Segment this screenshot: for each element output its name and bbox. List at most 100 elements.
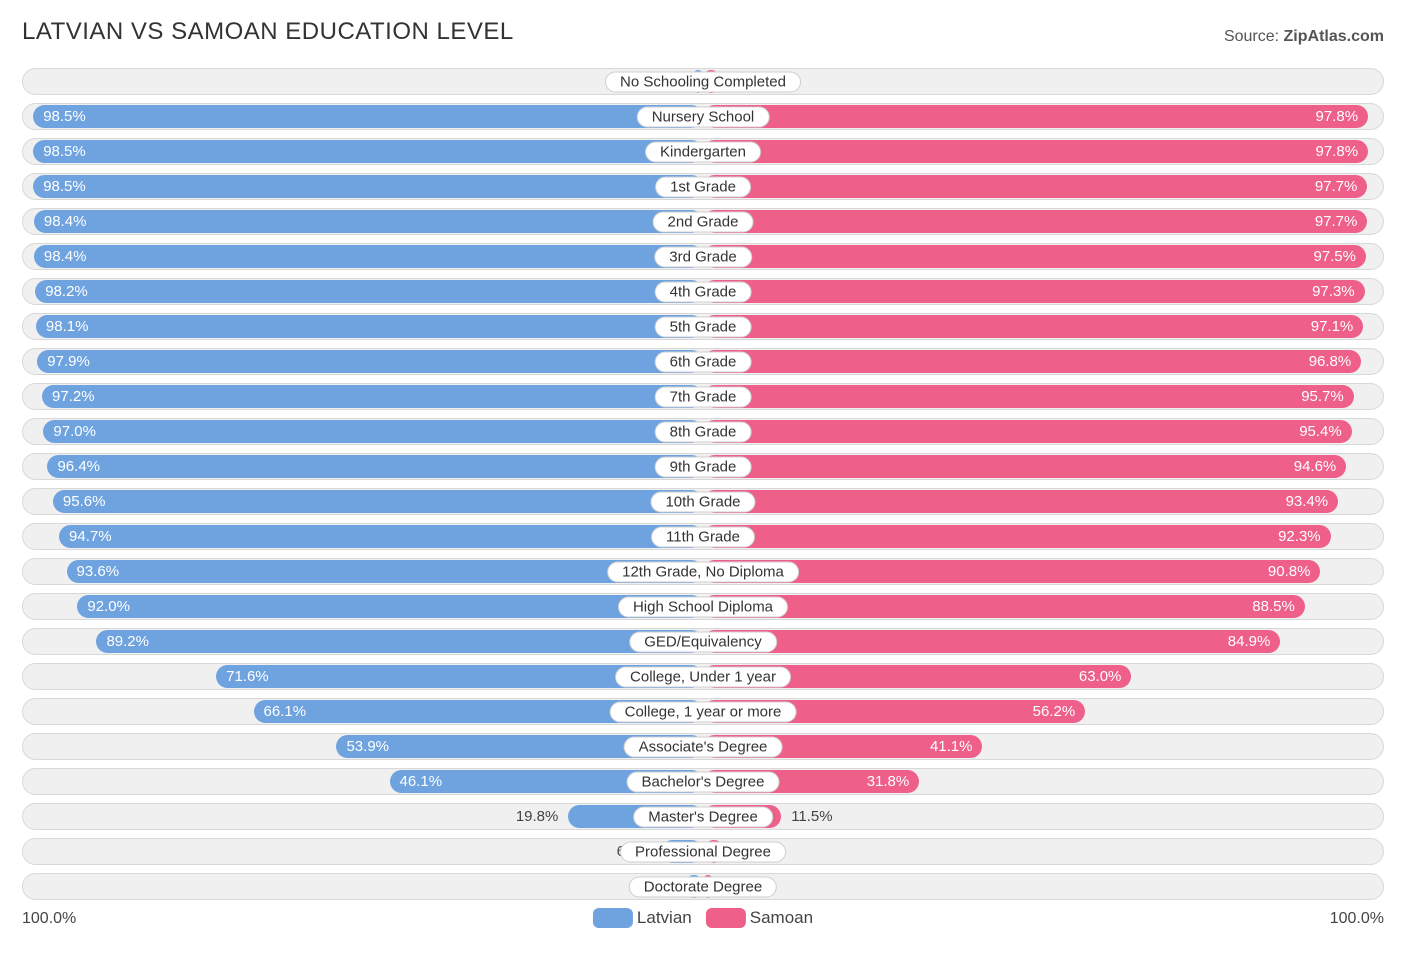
category-label: 9th Grade xyxy=(655,456,752,477)
bar-right xyxy=(703,490,1338,513)
chart-row: 97.0% 95.4% 8th Grade xyxy=(22,418,1384,445)
chart-row: 98.4%97.5%3rd Grade xyxy=(22,243,1384,270)
value-right: 63.0% xyxy=(1069,664,1132,689)
butterfly-chart: 1.5%2.3%No Schooling Completed98.5%97.8%… xyxy=(22,68,1384,900)
value-left: 98.1% xyxy=(36,314,99,339)
bar-right xyxy=(703,105,1368,128)
chart-row: 93.6%90.8%12th Grade, No Diploma xyxy=(22,558,1384,585)
value-left: 46.1% xyxy=(390,769,453,794)
bar-left xyxy=(96,630,703,653)
chart-row: 46.1%31.8%Bachelor's Degree xyxy=(22,768,1384,795)
category-label: 3rd Grade xyxy=(654,246,752,267)
bar-right xyxy=(703,280,1365,303)
bar-right xyxy=(703,420,1352,443)
chart-source: Source: ZipAtlas.com xyxy=(1224,28,1384,46)
chart-row: 98.1% 97.1% 5th Grade xyxy=(22,313,1384,340)
value-right: 94.6% xyxy=(1284,454,1347,479)
chart-row: 92.0%88.5%High School Diploma xyxy=(22,593,1384,620)
value-right: 31.8% xyxy=(857,769,920,794)
category-label: 4th Grade xyxy=(655,281,752,302)
bar-right xyxy=(703,385,1354,408)
bar-left xyxy=(36,315,703,338)
chart-row: 89.2% 84.9% GED/Equivalency xyxy=(22,628,1384,655)
source-value: ZipAtlas.com xyxy=(1284,28,1384,45)
chart-row: 6.2%3.3%Professional Degree xyxy=(22,838,1384,865)
value-left: 89.2% xyxy=(96,629,159,654)
bar-right xyxy=(703,210,1367,233)
value-right: 11.5% xyxy=(781,804,842,829)
bar-left xyxy=(42,385,703,408)
value-right: 97.1% xyxy=(1301,314,1364,339)
value-left: 97.2% xyxy=(42,384,105,409)
chart-row: 53.9%41.1%Associate's Degree xyxy=(22,733,1384,760)
value-right: 95.4% xyxy=(1289,419,1352,444)
source-label: Source: xyxy=(1224,28,1279,45)
bar-right xyxy=(703,175,1367,198)
category-label: Doctorate Degree xyxy=(629,876,777,897)
value-right: 97.7% xyxy=(1305,209,1368,234)
category-label: GED/Equivalency xyxy=(629,631,777,652)
legend-item-right: Samoan xyxy=(706,908,813,928)
value-right: 97.3% xyxy=(1302,279,1365,304)
bar-left xyxy=(35,280,703,303)
category-label: No Schooling Completed xyxy=(605,71,801,92)
legend-label-right: Samoan xyxy=(750,908,813,928)
chart-header: LATVIAN VS SAMOAN EDUCATION LEVEL Source… xyxy=(22,18,1384,46)
category-label: 5th Grade xyxy=(655,316,752,337)
value-left: 53.9% xyxy=(336,734,399,759)
chart-row: 96.4% 94.6% 9th Grade xyxy=(22,453,1384,480)
value-left: 97.0% xyxy=(43,419,106,444)
value-right: 84.9% xyxy=(1218,629,1281,654)
value-left: 96.4% xyxy=(47,454,110,479)
value-right: 93.4% xyxy=(1276,489,1339,514)
category-label: Kindergarten xyxy=(645,141,761,162)
chart-title: LATVIAN VS SAMOAN EDUCATION LEVEL xyxy=(22,18,514,46)
value-left: 98.5% xyxy=(33,104,96,129)
value-left: 98.2% xyxy=(35,279,98,304)
category-label: 1st Grade xyxy=(655,176,751,197)
bar-left xyxy=(37,350,703,373)
bar-left xyxy=(33,140,703,163)
bar-right xyxy=(703,595,1305,618)
value-left: 92.0% xyxy=(77,594,140,619)
category-label: 7th Grade xyxy=(655,386,752,407)
bar-left xyxy=(59,525,703,548)
value-left: 97.9% xyxy=(37,349,100,374)
value-left: 19.8% xyxy=(506,804,569,829)
chart-legend: Latvian Samoan xyxy=(593,908,813,928)
axis-right-label: 100.0% xyxy=(1330,910,1384,928)
legend-item-left: Latvian xyxy=(593,908,692,928)
value-right: 90.8% xyxy=(1258,559,1321,584)
bar-left xyxy=(53,490,703,513)
category-label: 8th Grade xyxy=(655,421,752,442)
chart-row: 98.2% 97.3% 4th Grade xyxy=(22,278,1384,305)
chart-row: 98.4%97.7%2nd Grade xyxy=(22,208,1384,235)
value-right: 92.3% xyxy=(1268,524,1331,549)
value-left: 66.1% xyxy=(254,699,317,724)
chart-row: 19.8% 11.5% Master's Degree xyxy=(22,803,1384,830)
chart-row: 97.2%95.7%7th Grade xyxy=(22,383,1384,410)
bar-left xyxy=(34,210,703,233)
bar-left xyxy=(47,455,703,478)
category-label: Master's Degree xyxy=(633,806,773,827)
value-left: 93.6% xyxy=(67,559,130,584)
value-right: 56.2% xyxy=(1023,699,1086,724)
value-left: 98.5% xyxy=(33,139,96,164)
value-left: 71.6% xyxy=(216,664,279,689)
value-left: 94.7% xyxy=(59,524,122,549)
bar-left xyxy=(77,595,703,618)
chart-row: 98.5%97.8%Nursery School xyxy=(22,103,1384,130)
value-right: 97.5% xyxy=(1303,244,1366,269)
bar-right xyxy=(703,140,1368,163)
chart-row: 98.5%97.8%Kindergarten xyxy=(22,138,1384,165)
value-left: 98.5% xyxy=(33,174,96,199)
chart-row: 97.9%96.8%6th Grade xyxy=(22,348,1384,375)
legend-label-left: Latvian xyxy=(637,908,692,928)
bar-right xyxy=(703,525,1331,548)
chart-footer: 100.0% Latvian Samoan 100.0% xyxy=(22,908,1384,934)
bar-right xyxy=(703,350,1361,373)
value-right: 41.1% xyxy=(920,734,983,759)
category-label: 11th Grade xyxy=(651,526,755,547)
bar-right xyxy=(703,630,1280,653)
bar-left xyxy=(34,245,703,268)
